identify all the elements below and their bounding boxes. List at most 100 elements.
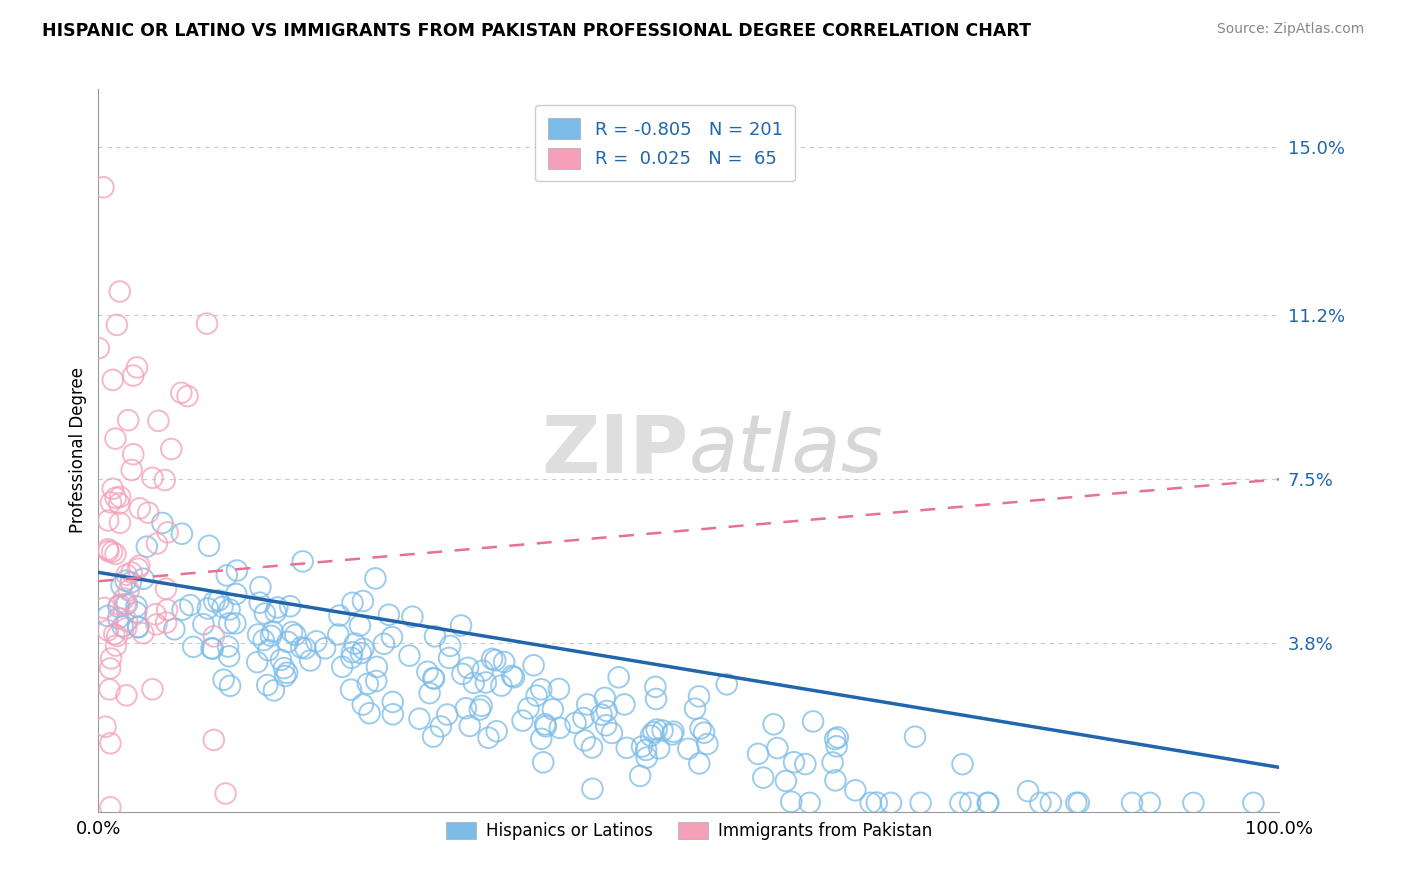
Point bbox=[825, 739, 848, 754]
Point bbox=[208, 593, 231, 607]
Point bbox=[689, 722, 711, 736]
Point bbox=[127, 562, 149, 576]
Point bbox=[97, 542, 120, 557]
Point bbox=[100, 800, 122, 814]
Point bbox=[801, 714, 824, 729]
Point bbox=[249, 580, 271, 594]
Point bbox=[170, 526, 193, 541]
Point bbox=[98, 661, 121, 675]
Point bbox=[581, 781, 603, 796]
Point bbox=[94, 720, 117, 734]
Legend: Hispanics or Latinos, Immigrants from Pakistan: Hispanics or Latinos, Immigrants from Pa… bbox=[439, 815, 939, 847]
Point bbox=[593, 690, 616, 705]
Point bbox=[794, 757, 817, 772]
Point bbox=[661, 727, 683, 741]
Point bbox=[350, 646, 373, 660]
Point bbox=[217, 640, 239, 654]
Point bbox=[1121, 796, 1143, 810]
Point bbox=[401, 609, 423, 624]
Point bbox=[422, 730, 444, 744]
Point bbox=[163, 622, 186, 636]
Point bbox=[128, 501, 150, 516]
Point bbox=[1066, 796, 1088, 810]
Point bbox=[141, 682, 163, 697]
Point bbox=[644, 680, 666, 694]
Point bbox=[596, 704, 619, 718]
Point bbox=[451, 666, 474, 681]
Point bbox=[352, 641, 374, 656]
Point bbox=[115, 614, 138, 628]
Point bbox=[212, 673, 235, 687]
Point bbox=[645, 692, 668, 706]
Point bbox=[572, 711, 595, 725]
Point bbox=[100, 736, 122, 750]
Point bbox=[463, 676, 485, 690]
Point bbox=[398, 648, 420, 663]
Point bbox=[108, 490, 131, 504]
Point bbox=[181, 640, 204, 654]
Point bbox=[114, 574, 136, 588]
Point bbox=[224, 616, 246, 631]
Point bbox=[1039, 796, 1062, 810]
Point bbox=[880, 796, 903, 810]
Point bbox=[548, 681, 571, 696]
Point bbox=[1017, 784, 1039, 798]
Point bbox=[534, 717, 557, 731]
Point bbox=[799, 796, 821, 810]
Point bbox=[976, 796, 998, 810]
Point bbox=[260, 629, 283, 643]
Point bbox=[100, 495, 122, 509]
Point bbox=[201, 641, 224, 656]
Point bbox=[904, 730, 927, 744]
Point bbox=[253, 633, 276, 648]
Point bbox=[481, 652, 503, 666]
Point bbox=[636, 750, 658, 764]
Point bbox=[364, 571, 387, 585]
Point bbox=[172, 602, 194, 616]
Point bbox=[225, 587, 247, 601]
Point bbox=[591, 707, 613, 722]
Point bbox=[97, 513, 120, 527]
Point bbox=[274, 669, 297, 683]
Point bbox=[270, 653, 292, 667]
Point bbox=[148, 414, 170, 428]
Point bbox=[419, 686, 441, 700]
Point bbox=[548, 721, 571, 735]
Point bbox=[219, 679, 242, 693]
Point bbox=[125, 605, 148, 619]
Point bbox=[824, 773, 846, 788]
Point bbox=[378, 607, 401, 622]
Point bbox=[226, 564, 249, 578]
Point bbox=[284, 628, 307, 642]
Point bbox=[821, 756, 844, 770]
Point bbox=[97, 608, 120, 623]
Point bbox=[256, 678, 278, 692]
Point bbox=[115, 689, 138, 703]
Point bbox=[328, 608, 350, 623]
Text: atlas: atlas bbox=[689, 411, 884, 490]
Point bbox=[688, 756, 710, 771]
Point bbox=[716, 677, 738, 691]
Point bbox=[97, 624, 120, 638]
Point bbox=[141, 471, 163, 485]
Point bbox=[766, 741, 789, 756]
Point bbox=[277, 635, 299, 649]
Point bbox=[156, 525, 179, 540]
Text: HISPANIC OR LATINO VS IMMIGRANTS FROM PAKISTAN PROFESSIONAL DEGREE CORRELATION C: HISPANIC OR LATINO VS IMMIGRANTS FROM PA… bbox=[42, 22, 1031, 40]
Point bbox=[127, 620, 149, 634]
Point bbox=[328, 627, 350, 641]
Point bbox=[125, 360, 148, 375]
Point bbox=[101, 482, 124, 496]
Point bbox=[100, 651, 122, 665]
Point bbox=[436, 707, 458, 722]
Point bbox=[262, 624, 284, 639]
Point bbox=[128, 558, 150, 573]
Point bbox=[93, 601, 115, 615]
Point bbox=[600, 726, 623, 740]
Point bbox=[762, 717, 785, 731]
Point bbox=[340, 645, 363, 659]
Point bbox=[291, 554, 314, 568]
Point bbox=[381, 695, 404, 709]
Point bbox=[146, 536, 169, 550]
Point bbox=[122, 447, 145, 461]
